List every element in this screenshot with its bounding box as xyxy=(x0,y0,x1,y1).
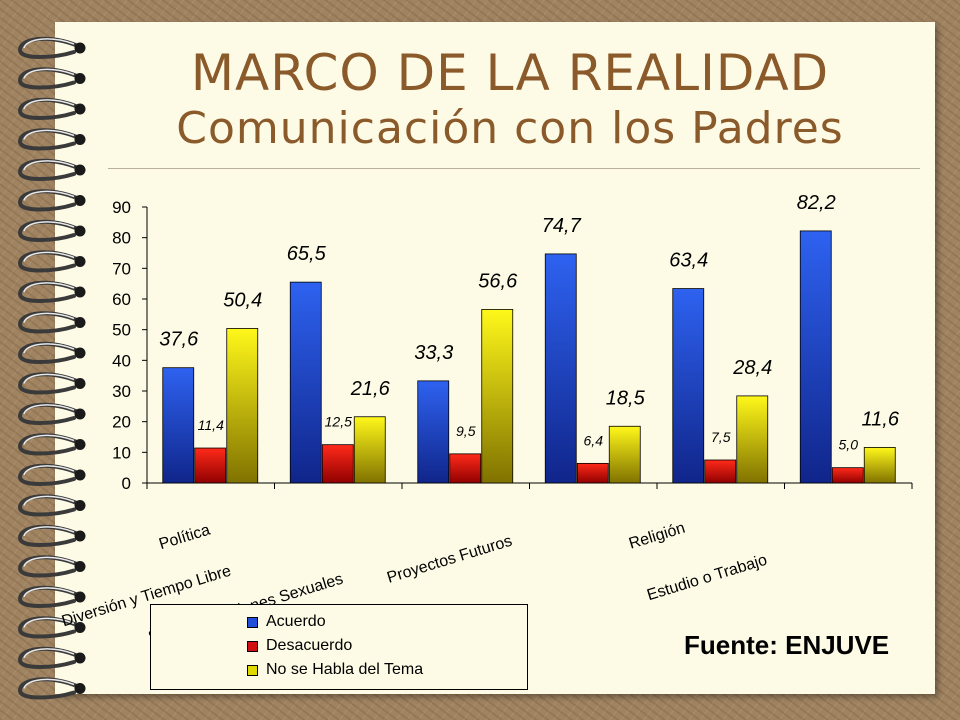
bar-desacuerdo-religion xyxy=(704,459,737,484)
data-label-desacuerdo-religion: 7,5 xyxy=(711,429,731,445)
spiral-ring xyxy=(17,372,86,395)
spiral-binding-icon xyxy=(17,36,86,700)
x-tick-label-politica: Política xyxy=(157,522,212,554)
bar-desacuerdo-estudio-o-trabajo xyxy=(831,467,864,484)
data-label-acuerdo-religion: 63,4 xyxy=(669,250,708,272)
x-tick-label-estudio-o-trabajo: Estudio o Trabajo xyxy=(645,552,769,605)
data-label-acuerdo-diversion-y-tiempo-libre: 65,5 xyxy=(287,243,327,265)
spiral-ring xyxy=(17,524,86,547)
bar-no-se-habla-del-tema-sexo-y-relaciones-sexuales xyxy=(481,309,514,484)
bar-acuerdo-religion xyxy=(672,288,705,484)
spiral-ring xyxy=(17,616,86,639)
spiral-ring xyxy=(17,280,86,303)
bar-no-se-habla-del-tema-estudio-o-trabajo xyxy=(863,447,896,484)
spiral-ring xyxy=(17,585,86,608)
spiral-ring xyxy=(17,646,86,669)
bar-no-se-habla-del-tema-religion xyxy=(736,395,769,484)
y-tick-label: 0 xyxy=(122,474,131,493)
y-tick-label: 30 xyxy=(112,382,131,401)
legend-swatch-desacuerdo xyxy=(247,640,258,652)
data-label-acuerdo-proyectos-futuros: 74,7 xyxy=(542,215,582,237)
spiral-ring xyxy=(17,158,86,181)
legend-label-desacuerdo: Desacuerdo xyxy=(266,637,353,654)
data-label-desacuerdo-diversion-y-tiempo-libre: 12,5 xyxy=(325,414,352,430)
bar-acuerdo-estudio-o-trabajo xyxy=(799,230,832,484)
y-tick-label: 90 xyxy=(112,198,131,217)
legend-label-acuerdo: Acuerdo xyxy=(266,613,326,630)
bar-desacuerdo-proyectos-futuros xyxy=(576,462,609,484)
bar-desacuerdo-sexo-y-relaciones-sexuales xyxy=(449,453,482,484)
spiral-ring xyxy=(17,250,86,273)
bar-desacuerdo-diversion-y-tiempo-libre xyxy=(321,444,354,484)
spiral-ring xyxy=(17,433,86,456)
bar-acuerdo-politica xyxy=(162,367,195,484)
spiral-ring xyxy=(17,97,86,120)
bar-no-se-habla-del-tema-diversion-y-tiempo-libre xyxy=(353,416,386,484)
data-label-acuerdo-estudio-o-trabajo: 82,2 xyxy=(797,192,836,214)
legend-item-acuerdo: Acuerdo xyxy=(247,611,326,633)
spiral-ring xyxy=(17,189,86,212)
spiral-ring xyxy=(17,402,86,425)
data-label-desacuerdo-politica: 11,4 xyxy=(198,417,224,433)
spiral-ring xyxy=(17,555,86,578)
data-label-desacuerdo-estudio-o-trabajo: 5,0 xyxy=(839,437,859,453)
data-label-no-se-habla-del-tema-diversion-y-tiempo-libre: 21,6 xyxy=(350,378,391,400)
source-note: Fuente: ENJUVE xyxy=(684,630,890,660)
legend-swatch-no-habla xyxy=(247,664,258,676)
y-tick-label: 20 xyxy=(112,413,131,432)
legend-item-no-habla: No se Habla del Tema xyxy=(247,659,423,681)
spiral-ring xyxy=(17,67,86,90)
title-subtitle: Comunicación con los Padres xyxy=(176,103,844,154)
data-label-desacuerdo-proyectos-futuros: 6,4 xyxy=(584,432,604,448)
spiral-ring xyxy=(17,677,86,700)
legend-swatch-acuerdo xyxy=(247,616,258,628)
x-tick-label-proyectos-futuros: Proyectos Futuros xyxy=(385,533,514,587)
bar-no-se-habla-del-tema-proyectos-futuros xyxy=(608,425,641,484)
bar-acuerdo-proyectos-futuros xyxy=(544,253,577,484)
data-label-no-se-habla-del-tema-estudio-o-trabajo: 11,6 xyxy=(862,408,900,430)
spiral-ring xyxy=(17,341,86,364)
title-divider xyxy=(108,168,920,169)
data-label-no-se-habla-del-tema-sexo-y-relaciones-sexuales: 56,6 xyxy=(478,270,518,292)
legend-label-no-habla: No se Habla del Tema xyxy=(266,661,424,678)
data-label-no-se-habla-del-tema-religion: 28,4 xyxy=(732,357,772,379)
y-tick-label: 60 xyxy=(112,290,131,309)
bar-desacuerdo-politica xyxy=(194,447,227,484)
bar-acuerdo-sexo-y-relaciones-sexuales xyxy=(417,380,450,484)
title-main: MARCO DE LA REALIDAD xyxy=(190,44,830,102)
y-tick-label: 80 xyxy=(112,229,131,248)
spiral-ring xyxy=(17,311,86,334)
spiral-ring xyxy=(17,128,86,151)
spiral-ring xyxy=(17,36,86,59)
data-label-no-se-habla-del-tema-proyectos-futuros: 18,5 xyxy=(606,387,646,409)
x-tick-label-religion: Religión xyxy=(627,520,687,553)
bar-acuerdo-diversion-y-tiempo-libre xyxy=(289,281,322,484)
data-label-no-se-habla-del-tema-politica: 50,4 xyxy=(223,289,262,311)
y-tick-label: 10 xyxy=(112,443,131,462)
slide-title: MARCO DE LA REALIDAD Comunicación con lo… xyxy=(95,44,925,156)
spiral-ring xyxy=(17,494,86,517)
legend-item-desacuerdo: Desacuerdo xyxy=(247,635,352,657)
y-tick-label: 40 xyxy=(112,351,131,370)
y-tick-label: 70 xyxy=(112,259,131,278)
data-label-desacuerdo-sexo-y-relaciones-sexuales: 9,5 xyxy=(456,423,476,439)
spiral-ring xyxy=(17,219,86,242)
y-tick-label: 50 xyxy=(112,321,131,340)
data-label-acuerdo-sexo-y-relaciones-sexuales: 33,3 xyxy=(414,342,453,364)
chart-legend: Acuerdo Desacuerdo No se Habla del Tema xyxy=(150,604,528,690)
spiral-ring xyxy=(17,463,86,486)
data-label-acuerdo-politica: 37,6 xyxy=(159,329,199,351)
bar-no-se-habla-del-tema-politica xyxy=(226,328,259,484)
